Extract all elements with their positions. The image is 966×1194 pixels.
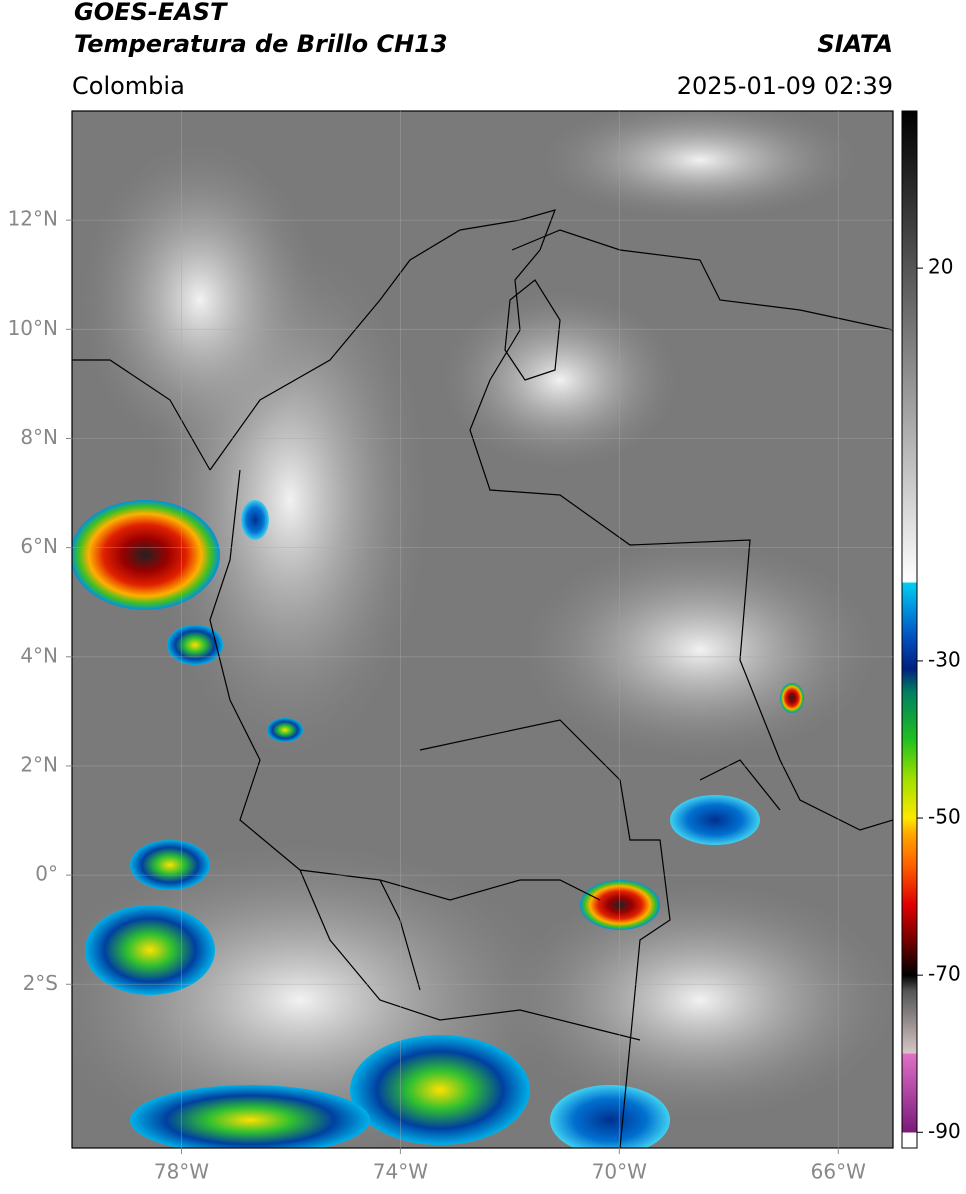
storm (580, 880, 660, 930)
map-frame (71, 110, 894, 1149)
title: GOES-EAST (74, 0, 228, 26)
colorbar-tick-label: -50 (928, 805, 961, 829)
lat-tick-label: 4°N (20, 643, 58, 667)
lat-tick-label: 10°N (8, 316, 58, 340)
lat-tick-label: 0° (35, 862, 58, 886)
storm (350, 1035, 530, 1145)
storm (550, 1085, 670, 1148)
storm (670, 795, 760, 845)
lon-tick-label: 78°W (154, 1160, 209, 1184)
timestamp: 2025-01-09 02:39 (677, 72, 893, 100)
colorbar-tick-label: -30 (928, 647, 961, 671)
storm (167, 625, 223, 665)
lon-tick-label: 74°W (373, 1160, 428, 1184)
storm (85, 905, 215, 995)
storm (130, 840, 210, 890)
subtitle: Temperatura de Brillo CH13 (74, 30, 448, 58)
colorbar-tick-label: 20 (928, 255, 953, 279)
lon-tick-label: 66°W (811, 1160, 866, 1184)
region: Colombia (72, 72, 185, 100)
storm (780, 683, 804, 713)
storm (267, 718, 303, 742)
cloud (520, 540, 880, 760)
lat-tick-label: 6°N (20, 534, 58, 558)
lat-tick-label: 12°N (8, 207, 58, 231)
storm (241, 500, 269, 540)
colorbar-tick-label: -90 (928, 1119, 961, 1143)
lon-tick-label: 70°W (592, 1160, 647, 1184)
cloud (500, 880, 893, 1120)
cloud (440, 290, 680, 470)
borders (209, 209, 893, 1148)
cloud (540, 111, 860, 220)
colorbar-tick-label: -70 (928, 962, 961, 986)
colorbar-frame (901, 110, 918, 1149)
storm (130, 1085, 370, 1148)
lat-tick-label: 2°S (23, 971, 58, 995)
storm (72, 500, 220, 610)
lat-tick-label: 8°N (20, 425, 58, 449)
cloud (80, 140, 320, 460)
colorbar (902, 111, 917, 1148)
coastline (72, 229, 893, 471)
satellite-image (72, 111, 893, 1148)
source: SIATA (817, 30, 893, 58)
lat-tick-label: 2°N (20, 752, 58, 776)
